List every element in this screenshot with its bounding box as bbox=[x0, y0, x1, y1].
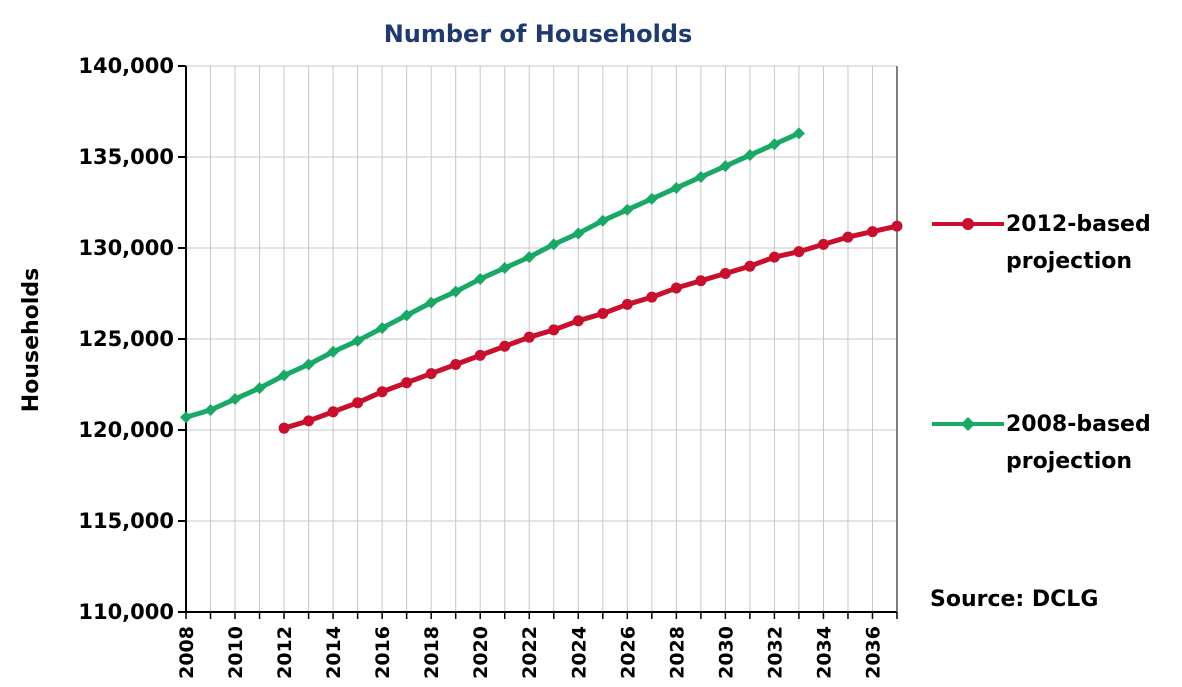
x-tick-label: 2036 bbox=[862, 626, 884, 679]
data-point bbox=[302, 358, 315, 371]
x-tick-label: 2020 bbox=[470, 626, 492, 679]
legend: 2012-based projection 2008-based project… bbox=[932, 212, 1151, 474]
series-2012-based bbox=[278, 220, 903, 434]
data-point bbox=[351, 334, 364, 347]
y-axis-label: Households bbox=[19, 268, 44, 412]
gridlines bbox=[186, 65, 898, 612]
legend-label-2008-line2: projection bbox=[1006, 449, 1132, 474]
x-tick-label: 2034 bbox=[813, 626, 835, 679]
data-point bbox=[768, 251, 780, 263]
x-tick-label: 2016 bbox=[372, 626, 394, 679]
data-point bbox=[474, 349, 486, 361]
data-point bbox=[498, 262, 511, 275]
legend-marker-2008 bbox=[961, 417, 975, 431]
series bbox=[180, 127, 903, 434]
data-point bbox=[842, 231, 854, 243]
source-note: Source: DCLG bbox=[930, 587, 1098, 612]
data-point bbox=[425, 368, 437, 380]
data-point bbox=[278, 422, 290, 434]
y-axis-ticks: 110,000 115,000 120,000 125,000 130,000 135,0… bbox=[78, 54, 186, 624]
x-tick-label: 2028 bbox=[666, 626, 688, 679]
y-tick-label: 130,000 bbox=[78, 236, 174, 260]
data-point bbox=[450, 358, 462, 370]
data-point bbox=[743, 149, 756, 162]
data-point bbox=[572, 315, 584, 327]
data-point bbox=[376, 386, 388, 398]
data-point bbox=[670, 282, 682, 294]
series-2008-based bbox=[180, 127, 805, 424]
data-point bbox=[327, 406, 339, 418]
x-tick-label: 2024 bbox=[568, 626, 590, 679]
x-tick-label: 2018 bbox=[421, 626, 443, 679]
data-point bbox=[400, 309, 413, 322]
data-point bbox=[792, 127, 805, 140]
data-point bbox=[229, 393, 242, 406]
y-tick-label: 125,000 bbox=[78, 327, 174, 351]
y-tick-label: 140,000 bbox=[78, 54, 174, 78]
data-point bbox=[204, 403, 217, 416]
data-point bbox=[547, 238, 560, 251]
data-point bbox=[817, 238, 829, 250]
data-point bbox=[352, 397, 364, 409]
data-point bbox=[768, 138, 781, 151]
data-point bbox=[327, 345, 340, 358]
x-tick-label: 2022 bbox=[519, 626, 541, 679]
data-point bbox=[597, 308, 609, 320]
data-point bbox=[499, 340, 511, 352]
y-tick-label: 120,000 bbox=[78, 418, 174, 442]
data-point bbox=[425, 296, 438, 309]
data-point bbox=[376, 322, 389, 335]
y-tick-label: 110,000 bbox=[78, 600, 174, 624]
data-point bbox=[793, 246, 805, 258]
x-tick-label: 2026 bbox=[617, 626, 639, 679]
data-point bbox=[621, 203, 634, 216]
data-point bbox=[596, 214, 609, 227]
legend-marker-2012 bbox=[962, 218, 974, 230]
data-point bbox=[180, 411, 192, 424]
data-point bbox=[548, 324, 560, 336]
data-point bbox=[572, 227, 585, 240]
x-tick-label: 2032 bbox=[764, 626, 786, 679]
y-tick-label: 115,000 bbox=[78, 509, 174, 533]
data-point bbox=[719, 267, 731, 279]
x-axis-ticks: 2008 2010 2012 2014 2016 2018 2020 2022 2024 2026… bbox=[176, 612, 898, 679]
x-tick-label: 2010 bbox=[225, 626, 247, 679]
data-point bbox=[401, 377, 413, 389]
x-tick-label: 2014 bbox=[323, 626, 345, 679]
data-point bbox=[744, 260, 756, 272]
data-point bbox=[646, 291, 658, 303]
data-point bbox=[449, 285, 462, 298]
legend-label-2012-line1: 2012-based bbox=[1006, 212, 1151, 237]
data-point bbox=[523, 251, 536, 264]
data-point bbox=[278, 369, 291, 382]
x-tick-label: 2030 bbox=[715, 626, 737, 679]
data-point bbox=[866, 226, 878, 238]
x-tick-label: 2008 bbox=[176, 626, 198, 679]
data-point bbox=[523, 331, 535, 343]
legend-label-2008-line1: 2008-based bbox=[1006, 412, 1151, 437]
data-point bbox=[474, 272, 487, 285]
data-point bbox=[253, 382, 266, 395]
data-point bbox=[694, 171, 707, 184]
data-point bbox=[621, 298, 633, 310]
data-point bbox=[303, 415, 315, 427]
data-point bbox=[670, 181, 683, 194]
y-tick-label: 135,000 bbox=[78, 145, 174, 169]
data-point bbox=[719, 160, 732, 173]
data-point bbox=[645, 192, 658, 205]
legend-item-2012: 2012-based projection bbox=[932, 212, 1151, 274]
legend-label-2012-line2: projection bbox=[1006, 249, 1132, 274]
series-line bbox=[185, 131, 800, 420]
series-line bbox=[283, 223, 898, 431]
data-point bbox=[891, 220, 903, 232]
data-point bbox=[695, 275, 707, 287]
legend-item-2008: 2008-based projection bbox=[932, 412, 1151, 474]
chart-title: Number of Households bbox=[384, 20, 693, 48]
x-tick-label: 2012 bbox=[274, 626, 296, 679]
